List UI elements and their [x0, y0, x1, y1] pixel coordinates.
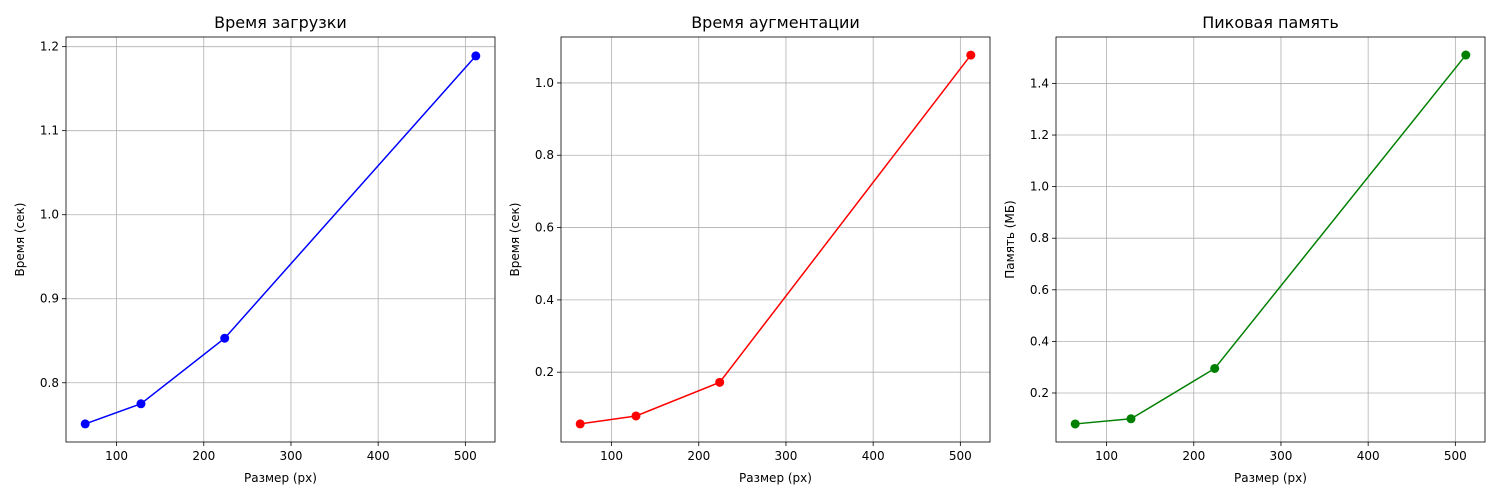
chart-title: Пиковая память: [1202, 13, 1339, 32]
y-tick-label: 0.8: [40, 376, 59, 390]
y-tick-label: 1.2: [40, 40, 59, 54]
y-tick-label: 0.9: [40, 292, 59, 306]
plot-frame: [65, 36, 496, 443]
data-point: [1070, 419, 1080, 429]
subplot-load-time: 100 200 300 400 500 0.8 0.9 1.0 1.1 1.2 Время заг…: [13, 13, 496, 485]
series-line: [580, 54, 972, 425]
y-tick-label: 1.2: [1030, 128, 1049, 142]
data-point: [1210, 363, 1220, 373]
subplot-augmentation-time: 100 200 300 400 500 0.2 0.4 0.6 0.8 1.0 Время ауг…: [508, 13, 991, 485]
x-tick-label: 500: [1444, 449, 1467, 463]
x-axis-label: Размер (px): [244, 471, 317, 485]
y-tick-label: 0.4: [535, 293, 554, 307]
y-tick-label: 0.8: [535, 148, 554, 162]
x-tick-label: 200: [192, 449, 215, 463]
y-tick-label: 1.4: [1030, 76, 1049, 90]
y-tick-label: 0.6: [535, 221, 554, 235]
data-point: [966, 50, 976, 60]
x-tick-label: 300: [1270, 449, 1293, 463]
x-tick-label: 200: [1182, 449, 1205, 463]
y-tick-label: 0.6: [1030, 283, 1049, 297]
subplot-peak-memory: 100 200 300 400 500 0.2 0.4 0.6 0.8 1.0 1.2 1.4 Пик…: [1003, 13, 1486, 485]
data-point: [1126, 414, 1136, 424]
x-tick-label: 500: [454, 449, 477, 463]
x-tick-label: 300: [280, 449, 303, 463]
x-tick-label: 400: [367, 449, 390, 463]
y-tick-label: 1.0: [535, 76, 554, 90]
y-tick-label: 0.8: [1030, 231, 1049, 245]
grid: [66, 37, 495, 442]
y-tick-label: 0.4: [1030, 334, 1049, 348]
data-point: [136, 399, 146, 409]
chart-title: Время загрузки: [214, 13, 347, 32]
chart-title: Время аугментации: [691, 13, 860, 32]
x-axis-label: Размер (px): [739, 471, 812, 485]
y-tick-label: 0.2: [535, 365, 554, 379]
x-tick-label: 400: [862, 449, 885, 463]
data-point: [631, 411, 641, 421]
y-tick-label: 0.2: [1030, 386, 1049, 400]
series-layer: [1070, 50, 1471, 429]
y-axis-label: Время (сек): [508, 203, 522, 277]
y-tick-label: 1.0: [1030, 180, 1049, 194]
data-point: [471, 51, 481, 61]
data-point: [575, 419, 585, 429]
series-line: [1075, 54, 1467, 425]
tick-layer: 100 200 300 400 500 0.2 0.4 0.6 0.8 1.0 1.2 1.4: [1030, 76, 1467, 463]
x-tick-label: 400: [1357, 449, 1380, 463]
tick-layer: 100 200 300 400 500 0.2 0.4 0.6 0.8 1.0: [535, 76, 972, 463]
plot-frame: [1055, 36, 1486, 443]
plot-frame: [560, 36, 991, 443]
x-tick-label: 100: [105, 449, 128, 463]
data-point: [220, 333, 230, 343]
grid: [1056, 37, 1485, 442]
x-tick-label: 100: [1095, 449, 1118, 463]
x-tick-label: 300: [775, 449, 798, 463]
y-tick-label: 1.1: [40, 124, 59, 138]
grid: [561, 37, 990, 442]
series-layer: [80, 51, 481, 429]
x-axis-label: Размер (px): [1234, 471, 1307, 485]
y-axis-label: Время (сек): [13, 203, 27, 277]
x-tick-label: 200: [687, 449, 710, 463]
series-layer: [575, 50, 976, 429]
x-tick-label: 100: [600, 449, 623, 463]
y-tick-label: 1.0: [40, 208, 59, 222]
data-point: [1461, 50, 1471, 60]
series-line: [84, 55, 477, 425]
data-point: [715, 377, 725, 387]
x-tick-label: 500: [949, 449, 972, 463]
y-axis-label: Память (МБ): [1003, 200, 1017, 278]
data-point: [80, 419, 90, 429]
tick-layer: 100 200 300 400 500 0.8 0.9 1.0 1.1 1.2: [40, 40, 477, 463]
